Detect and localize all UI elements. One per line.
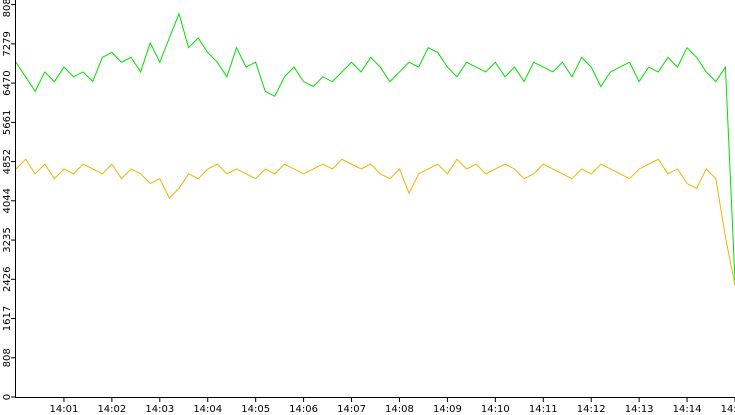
y-tick-label: 6470 xyxy=(2,70,13,95)
x-tick-label: 14:11 xyxy=(529,404,558,415)
y-tick-label: 808 xyxy=(2,348,13,367)
y-tick-label: 5661 xyxy=(2,110,13,135)
x-tick-label: 14:02 xyxy=(97,404,126,415)
x-tick-label: 14:05 xyxy=(241,404,270,415)
x-tick-label: 14:08 xyxy=(385,404,414,415)
x-tick-label: 14:06 xyxy=(289,404,318,415)
y-tick-label: 4044 xyxy=(2,188,13,213)
x-tick-label: 14:10 xyxy=(481,404,510,415)
x-tick-label: 14:04 xyxy=(193,404,222,415)
series-line xyxy=(15,158,735,286)
y-tick-label: 7279 xyxy=(2,31,13,56)
x-tick-label: 14:07 xyxy=(337,404,366,415)
y-tick-label: 3235 xyxy=(2,227,13,252)
x-tick-label: 14:09 xyxy=(433,404,462,415)
y-tick-label: 2426 xyxy=(2,267,13,292)
x-tick-label: 14:01 xyxy=(50,404,79,415)
x-tick-label: 14:15 xyxy=(721,404,735,415)
y-tick-label: 1617 xyxy=(2,306,13,331)
y-tick-label: 8088 xyxy=(2,0,13,17)
series-line xyxy=(15,12,735,281)
y-tick-label: 4852 xyxy=(2,149,13,174)
x-tick-label: 14:13 xyxy=(625,404,654,415)
x-tick-label: 14:03 xyxy=(145,404,174,415)
x-tick-label: 14:12 xyxy=(577,404,606,415)
x-tick-label: 14:14 xyxy=(673,404,702,415)
y-tick-label: 0 xyxy=(2,394,13,400)
